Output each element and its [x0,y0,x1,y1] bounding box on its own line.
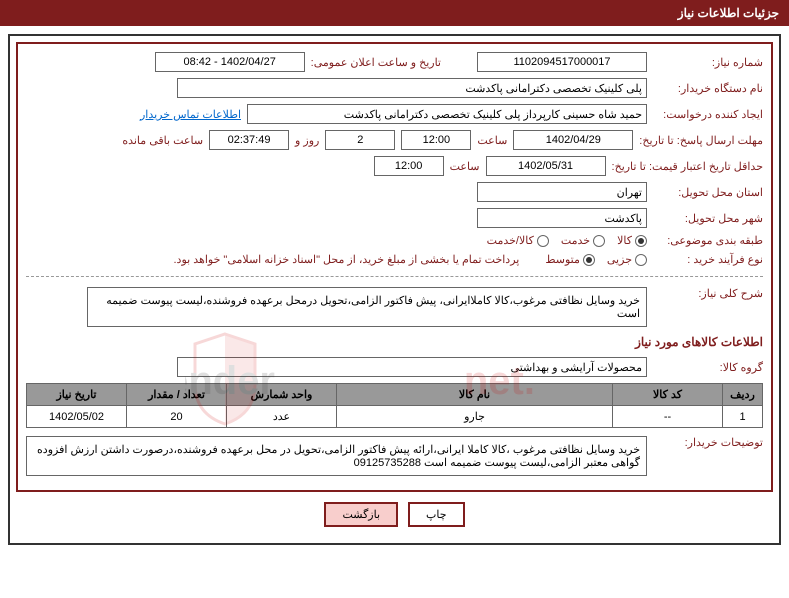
radio-goods[interactable] [635,235,647,247]
table-row: 1 -- جارو عدد 20 1402/05/02 [27,406,763,428]
deadline-date-field: 1402/04/29 [513,130,633,150]
inner-frame: IranTender.net شماره نیاز: 1102094517000… [16,42,773,492]
need-number-label: شماره نیاز: [653,56,763,69]
th-unit: واحد شمارش [227,384,337,406]
validity-date-field: 1402/05/31 [486,156,606,176]
cell-unit: عدد [227,406,337,428]
cell-name: جارو [337,406,613,428]
row-province: استان محل تحویل: تهران [26,182,763,202]
th-row: ردیف [723,384,763,406]
days-field: 2 [325,130,395,150]
city-label: شهر محل تحویل: [653,212,763,225]
province-label: استان محل تحویل: [653,186,763,199]
category-label: طبقه بندی موضوعی: [653,234,763,247]
category-radio-group: کالا خدمت کالا/خدمت [487,234,647,247]
radio-both[interactable] [537,235,549,247]
radio-small[interactable] [635,254,647,266]
announce-field: 1402/04/27 - 08:42 [155,52,305,72]
remaining-label: ساعت باقی مانده [122,134,203,147]
th-name: نام کالا [337,384,613,406]
goods-group-label: گروه کالا: [653,361,763,374]
row-goods-group: گروه کالا: محصولات آرایشی و بهداشتی [26,357,763,377]
process-radio-group: جزیی متوسط [545,253,647,266]
deadline-label: مهلت ارسال پاسخ: تا تاریخ: [639,134,763,147]
city-field: پاکدشت [477,208,647,228]
province-field: تهران [477,182,647,202]
back-button[interactable]: بازگشت [324,502,398,527]
row-buyer-notes: توضیحات خریدار: خرید وسایل نظافتی مرغوب … [26,436,763,476]
page-header: جزئیات اطلاعات نیاز [0,0,789,26]
print-button[interactable]: چاپ [408,502,465,527]
deadline-time-field: 12:00 [401,130,471,150]
th-code: کد کالا [613,384,723,406]
th-qty: تعداد / مقدار [127,384,227,406]
cell-code: -- [613,406,723,428]
announce-label: تاریخ و ساعت اعلان عمومی: [311,56,441,69]
days-label: روز و [295,134,319,147]
footer-buttons: چاپ بازگشت [16,492,773,537]
cell-row: 1 [723,406,763,428]
radio-goods-label: کالا [617,234,632,247]
buyer-notes-box: خرید وسایل نظافتی مرغوب ،کالا کاملا ایرا… [26,436,647,476]
time-label-2: ساعت [450,160,480,173]
need-number-field: 1102094517000017 [477,52,647,72]
process-label: نوع فرآیند خرید : [653,253,763,266]
buyer-field: پلی کلینیک تخصصی دکترامانی پاکدشت [177,78,647,98]
radio-small-label: جزیی [607,253,632,266]
row-buyer: نام دستگاه خریدار: پلی کلینیک تخصصی دکتر… [26,78,763,98]
row-need-number: شماره نیاز: 1102094517000017 تاریخ و ساع… [26,52,763,72]
payment-note: پرداخت تمام یا بخشی از مبلغ خرید، از محل… [174,253,520,266]
validity-label: حداقل تاریخ اعتبار قیمت: تا تاریخ: [612,160,763,173]
requester-label: ایجاد کننده درخواست: [653,108,763,121]
row-city: شهر محل تحویل: پاکدشت [26,208,763,228]
summary-label: شرح کلی نیاز: [653,287,763,300]
row-deadline: مهلت ارسال پاسخ: تا تاریخ: 1402/04/29 سا… [26,130,763,150]
row-summary: شرح کلی نیاز: خرید وسایل نظافتی مرغوب،کا… [26,287,763,327]
row-requester: ایجاد کننده درخواست: حمید شاه حسینی کارپ… [26,104,763,124]
outer-frame: IranTender.net شماره نیاز: 1102094517000… [8,34,781,545]
page-title: جزئیات اطلاعات نیاز [678,6,779,20]
radio-service[interactable] [593,235,605,247]
radio-medium-label: متوسط [545,253,580,266]
validity-time-field: 12:00 [374,156,444,176]
row-category: طبقه بندی موضوعی: کالا خدمت کالا/خدمت [26,234,763,247]
cell-date: 1402/05/02 [27,406,127,428]
row-process: نوع فرآیند خرید : جزیی متوسط پرداخت تمام… [26,253,763,266]
radio-medium[interactable] [583,254,595,266]
goods-group-field: محصولات آرایشی و بهداشتی [177,357,647,377]
goods-table: ردیف کد کالا نام کالا واحد شمارش تعداد /… [26,383,763,428]
contact-link[interactable]: اطلاعات تماس خریدار [140,108,241,121]
requester-field: حمید شاه حسینی کارپرداز پلی کلینیک تخصصی… [247,104,647,124]
countdown-field: 02:37:49 [209,130,289,150]
table-header-row: ردیف کد کالا نام کالا واحد شمارش تعداد /… [27,384,763,406]
radio-service-label: خدمت [561,234,590,247]
time-label-1: ساعت [477,134,507,147]
cell-qty: 20 [127,406,227,428]
goods-info-title: اطلاعات کالاهای مورد نیاز [26,335,763,349]
buyer-notes-label: توضیحات خریدار: [653,436,763,449]
separator-1 [26,276,763,277]
th-date: تاریخ نیاز [27,384,127,406]
summary-box: خرید وسایل نظافتی مرغوب،کالا کاملاایرانی… [87,287,647,327]
buyer-label: نام دستگاه خریدار: [653,82,763,95]
row-validity: حداقل تاریخ اعتبار قیمت: تا تاریخ: 1402/… [26,156,763,176]
radio-both-label: کالا/خدمت [487,234,534,247]
